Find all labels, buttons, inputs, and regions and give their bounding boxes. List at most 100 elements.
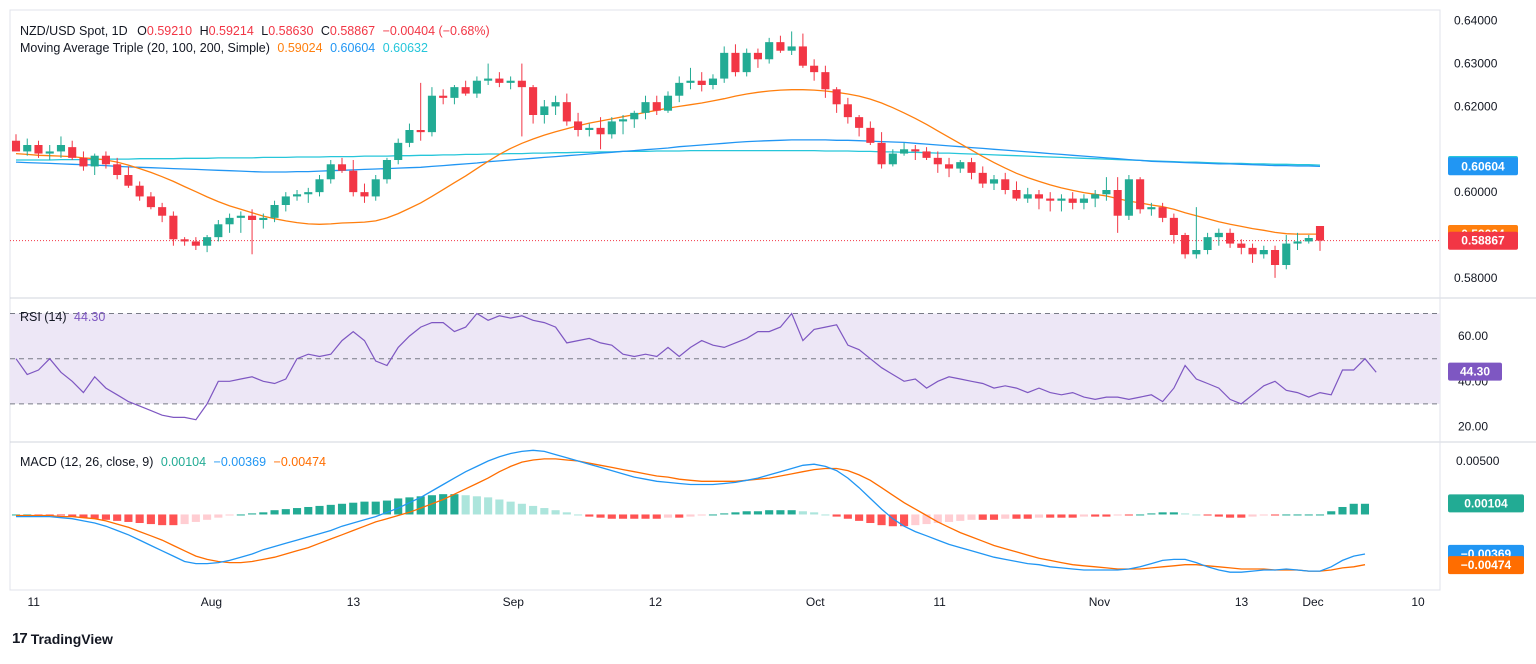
candle-body	[652, 102, 661, 111]
macd-histogram-bar	[1237, 514, 1246, 518]
macd-histogram-bar	[1136, 514, 1145, 516]
candle-body	[11, 140, 21, 152]
candle-body	[607, 121, 616, 135]
rsi-legend: RSI (14) 44.30	[20, 310, 105, 324]
macd-histogram-bar	[337, 503, 347, 515]
macd-histogram-bar	[1181, 513, 1190, 515]
macd-histogram-bar	[967, 514, 976, 520]
candle-body	[866, 127, 875, 143]
candle-body	[810, 65, 819, 73]
candle-body	[203, 237, 212, 246]
candle-body	[34, 145, 43, 154]
macd-histogram-bar	[225, 514, 234, 516]
macd-histogram-bar	[113, 514, 122, 521]
macd-histogram-bar	[180, 514, 189, 525]
candle-body	[248, 215, 257, 220]
rsi-line	[15, 312, 1377, 421]
candle-body	[1113, 190, 1122, 216]
macd-histogram-bar	[1327, 511, 1336, 515]
macd-histogram-bar	[1360, 503, 1370, 515]
time-axis-label: 10	[1411, 595, 1425, 609]
ma-title[interactable]: Moving Average Triple (20, 100, 200, Sim…	[20, 41, 270, 55]
high-label: H	[199, 24, 209, 38]
candle-body	[1169, 217, 1178, 235]
macd-histogram-bar	[630, 514, 639, 519]
macd-histogram-bar	[1304, 514, 1313, 516]
price-pane	[10, 31, 1440, 278]
macd-histogram-bar	[124, 514, 133, 522]
rsi-title[interactable]: RSI (14)	[20, 310, 67, 324]
macd-axis-label: 0.00500	[1456, 454, 1500, 468]
candle-body	[630, 112, 639, 120]
macd-histogram-bar	[1203, 514, 1212, 516]
candle-body	[956, 162, 965, 169]
macd-histogram-bar	[911, 514, 920, 526]
macd-histogram-bar	[1079, 514, 1088, 517]
time-axis-label: Nov	[1089, 595, 1110, 609]
candle-body	[675, 82, 684, 96]
candle-body	[461, 87, 470, 94]
candle-body	[900, 149, 909, 154]
candle-body	[821, 72, 830, 90]
time-axis-label: Sep	[503, 595, 525, 609]
macd-histogram-bar	[292, 508, 302, 515]
candle-body	[158, 207, 167, 216]
rsi-value: 44.30	[74, 310, 106, 324]
macd-histogram-bar	[326, 504, 335, 515]
macd-badge	[1448, 556, 1524, 575]
candle-body	[90, 155, 99, 167]
macd-histogram-bar	[675, 514, 684, 518]
macd-histogram-bar	[56, 514, 66, 516]
candle-body	[1057, 198, 1066, 201]
candle-body	[79, 157, 88, 167]
macd-histogram-bar	[686, 514, 695, 517]
candle-body	[135, 185, 144, 197]
time-axis-label: 13	[347, 595, 361, 609]
candle-body	[1046, 198, 1055, 201]
macd-histogram-bar	[270, 510, 279, 515]
candle-body	[832, 89, 841, 105]
macd-histogram-bar	[1057, 514, 1066, 518]
macd-histogram-bar	[1034, 514, 1044, 518]
macd-histogram-bar	[810, 512, 819, 515]
macd-histogram-bar	[495, 499, 504, 515]
rsi-badge	[1448, 362, 1502, 381]
rsi-axis-label: 60.00	[1458, 329, 1488, 343]
candle-body	[405, 130, 414, 143]
high-value: 0.59214	[208, 24, 254, 38]
candle-body	[529, 87, 538, 115]
candle-body	[753, 52, 762, 60]
candle-body	[304, 192, 313, 195]
tradingview-brand[interactable]: 17 TradingView	[12, 630, 113, 647]
macd-histogram-bar	[551, 510, 560, 515]
macd-histogram-bar	[101, 514, 110, 520]
time-axis-label: Oct	[806, 595, 825, 609]
macd-histogram-bar	[90, 514, 99, 519]
time-axis-label: Aug	[201, 595, 222, 609]
candle-body	[888, 153, 897, 165]
symbol-label[interactable]: NZD/USD Spot, 1D	[20, 24, 128, 38]
close-value: 0.58867	[329, 24, 376, 38]
macd-histogram-bar	[720, 513, 729, 515]
candle-body	[1259, 250, 1268, 255]
candle-body	[686, 80, 695, 83]
candle-body	[360, 192, 369, 197]
macd-histogram-bar	[79, 514, 88, 518]
time-axis-label: 11	[28, 595, 41, 609]
macd-histogram-bar	[315, 505, 324, 515]
macd-line-value: −0.00369	[213, 455, 267, 469]
candle-body	[843, 104, 852, 118]
price-axis-label: 0.62000	[1454, 99, 1498, 113]
sma200-line	[16, 149, 1321, 166]
macd-histogram-bar	[697, 514, 706, 516]
macd-histogram-bar	[1315, 514, 1325, 516]
macd-histogram-bar	[731, 512, 740, 515]
macd-title[interactable]: MACD (12, 26, close, 9)	[20, 455, 154, 469]
macd-histogram-bar	[708, 514, 718, 516]
candle-body	[416, 130, 425, 133]
macd-histogram-bar	[1068, 514, 1077, 518]
macd-histogram-bar	[888, 514, 897, 527]
macd-histogram-bar	[517, 503, 526, 515]
